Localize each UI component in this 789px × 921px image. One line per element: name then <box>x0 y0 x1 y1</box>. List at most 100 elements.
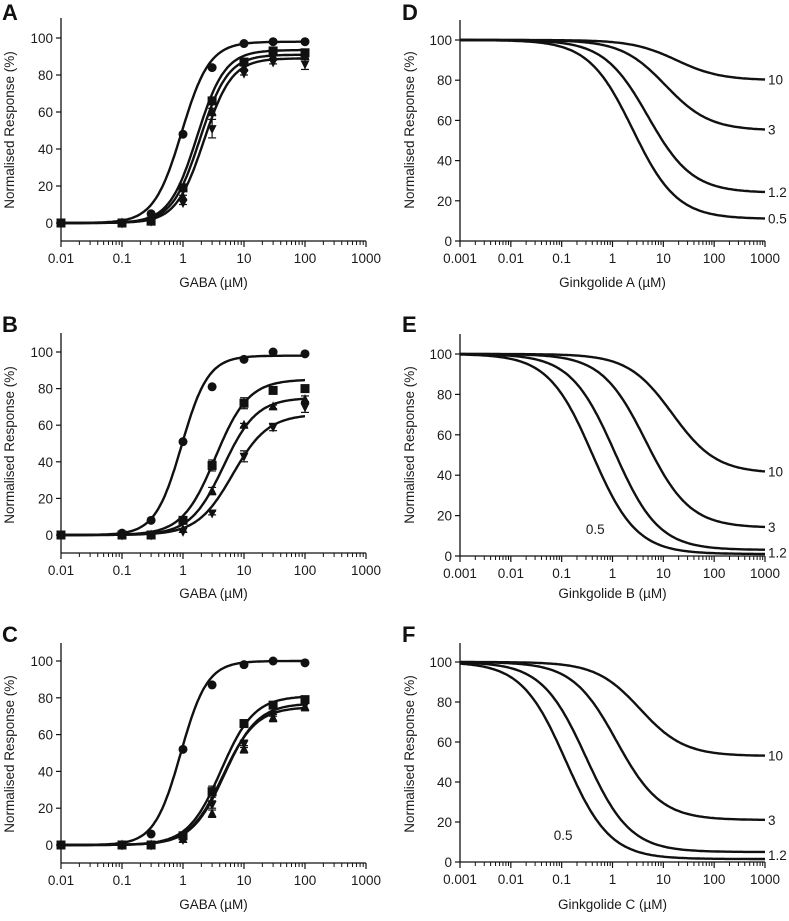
data-point-square <box>268 385 278 395</box>
y-axis-title: Normalised Response (%) <box>2 675 17 833</box>
data-point-square <box>207 460 217 470</box>
x-tick-label: 1000 <box>351 251 381 266</box>
x-tick-label: 0.01 <box>498 251 524 266</box>
x-axis-title: Ginkgolide C (µM) <box>558 897 667 912</box>
y-tick-label: 60 <box>437 428 452 443</box>
data-point-inverted-triangle <box>268 58 278 68</box>
x-tick-label: 10 <box>236 251 251 266</box>
y-axis-title: Normalised Response (%) <box>2 366 17 524</box>
data-point-triangle <box>268 401 278 411</box>
y-tick-label: 80 <box>437 73 452 88</box>
y-tick-label: 20 <box>38 801 53 816</box>
data-point-inverted-triangle <box>146 531 156 541</box>
data-point-circle <box>207 680 217 690</box>
x-axis-title: GABA (µM) <box>179 275 248 290</box>
data-point-circle <box>178 744 188 754</box>
y-tick-label: 100 <box>429 655 452 670</box>
fit-curve-3 <box>460 38 766 131</box>
x-tick-label: 0.01 <box>498 566 524 581</box>
data-point-circle <box>178 437 188 447</box>
data-point-square <box>178 515 188 525</box>
y-tick-label: 40 <box>437 154 452 169</box>
panel-label: E <box>402 312 417 337</box>
curve-label: 10 <box>768 72 783 87</box>
curve-label: 0.5 <box>554 828 573 843</box>
panel-label: F <box>402 622 415 647</box>
x-tick-label: 0.01 <box>498 872 524 887</box>
curve-label: 0.5 <box>768 211 787 226</box>
data-point-inverted-triangle <box>300 701 310 711</box>
x-tick-label: 1 <box>179 873 187 888</box>
x-tick-label: 100 <box>294 873 317 888</box>
curve-label: 0.5 <box>586 522 605 537</box>
fit-curve-3 <box>460 660 765 821</box>
x-tick-label: 0.1 <box>113 251 132 266</box>
y-tick-label: 100 <box>30 654 53 669</box>
fit-curve-inverted-triangle <box>61 57 305 225</box>
data-point-inverted-triangle <box>268 423 278 433</box>
x-tick-label: 1000 <box>750 872 780 887</box>
y-tick-label: 80 <box>437 387 452 402</box>
fit-curve-inverted-triangle <box>61 706 305 847</box>
data-point-inverted-triangle <box>178 835 188 845</box>
x-tick-label: 1000 <box>351 563 381 578</box>
data-point-triangle <box>207 808 217 818</box>
x-tick-label: 10 <box>656 872 671 887</box>
data-point-inverted-triangle <box>117 531 127 541</box>
x-tick-label: 0.1 <box>113 873 132 888</box>
data-point-circle <box>207 63 217 73</box>
x-tick-label: 100 <box>703 566 726 581</box>
fit-curve-3 <box>460 352 765 529</box>
curve-label: 10 <box>768 464 783 479</box>
data-point-square <box>207 787 217 797</box>
x-tick-label: 100 <box>294 251 317 266</box>
x-tick-label: 0.1 <box>552 566 571 581</box>
data-point-inverted-triangle <box>239 452 249 462</box>
x-tick-label: 1000 <box>750 566 780 581</box>
y-tick-label: 0 <box>444 549 452 564</box>
data-point-inverted-triangle <box>178 199 188 209</box>
fit-curve-square <box>61 695 306 847</box>
x-axis-title: Ginkgolide B (µM) <box>558 586 666 601</box>
x-tick-label: 1000 <box>351 873 381 888</box>
data-point-inverted-triangle <box>239 69 249 79</box>
data-point-inverted-triangle <box>207 509 217 519</box>
fit-curve-0.5 <box>460 353 765 556</box>
data-point-circle <box>239 39 249 49</box>
data-point-inverted-triangle <box>56 841 66 851</box>
panel-f: F 0 20 40 60 80 100 0.001 0.01 0.1 1 10 100 1000 Ginkg… <box>402 622 787 912</box>
data-point-triangle <box>207 485 217 495</box>
y-tick-label: 60 <box>38 418 53 433</box>
x-tick-label: 10 <box>656 251 671 266</box>
data-point-triangle <box>239 419 249 429</box>
y-tick-label: 40 <box>38 142 53 157</box>
data-point-inverted-triangle <box>56 219 66 229</box>
y-tick-label: 100 <box>429 33 452 48</box>
y-tick-label: 100 <box>30 345 53 360</box>
x-tick-label: 0.1 <box>113 563 132 578</box>
panel-b: B 0 20 40 60 80 100 0.01 0.1 1 10 100 1000 GABA (µM) N… <box>2 312 381 601</box>
curve-label: 1.2 <box>768 185 787 200</box>
data-point-inverted-triangle <box>56 531 66 541</box>
data-point-square <box>239 398 249 408</box>
data-point-circle <box>178 129 188 139</box>
data-point-circle <box>300 349 310 359</box>
x-tick-label: 0.01 <box>48 563 74 578</box>
data-point-square <box>268 46 278 56</box>
fit-curve-1.2 <box>460 353 765 551</box>
y-tick-label: 60 <box>38 105 53 120</box>
y-tick-label: 0 <box>444 855 452 870</box>
x-tick-label: 10 <box>656 566 671 581</box>
x-tick-label: 0.01 <box>48 251 74 266</box>
y-axis-title: Normalised Response (%) <box>402 51 417 209</box>
data-point-square <box>239 719 249 729</box>
y-tick-label: 0 <box>45 528 53 543</box>
y-tick-label: 0 <box>45 216 53 231</box>
x-tick-label: 100 <box>294 563 317 578</box>
x-axis-title: GABA (µM) <box>179 586 248 601</box>
y-tick-label: 20 <box>437 509 452 524</box>
curve-label: 3 <box>768 520 776 535</box>
panel-label: B <box>2 312 18 337</box>
x-axis-title: GABA (µM) <box>179 897 248 912</box>
